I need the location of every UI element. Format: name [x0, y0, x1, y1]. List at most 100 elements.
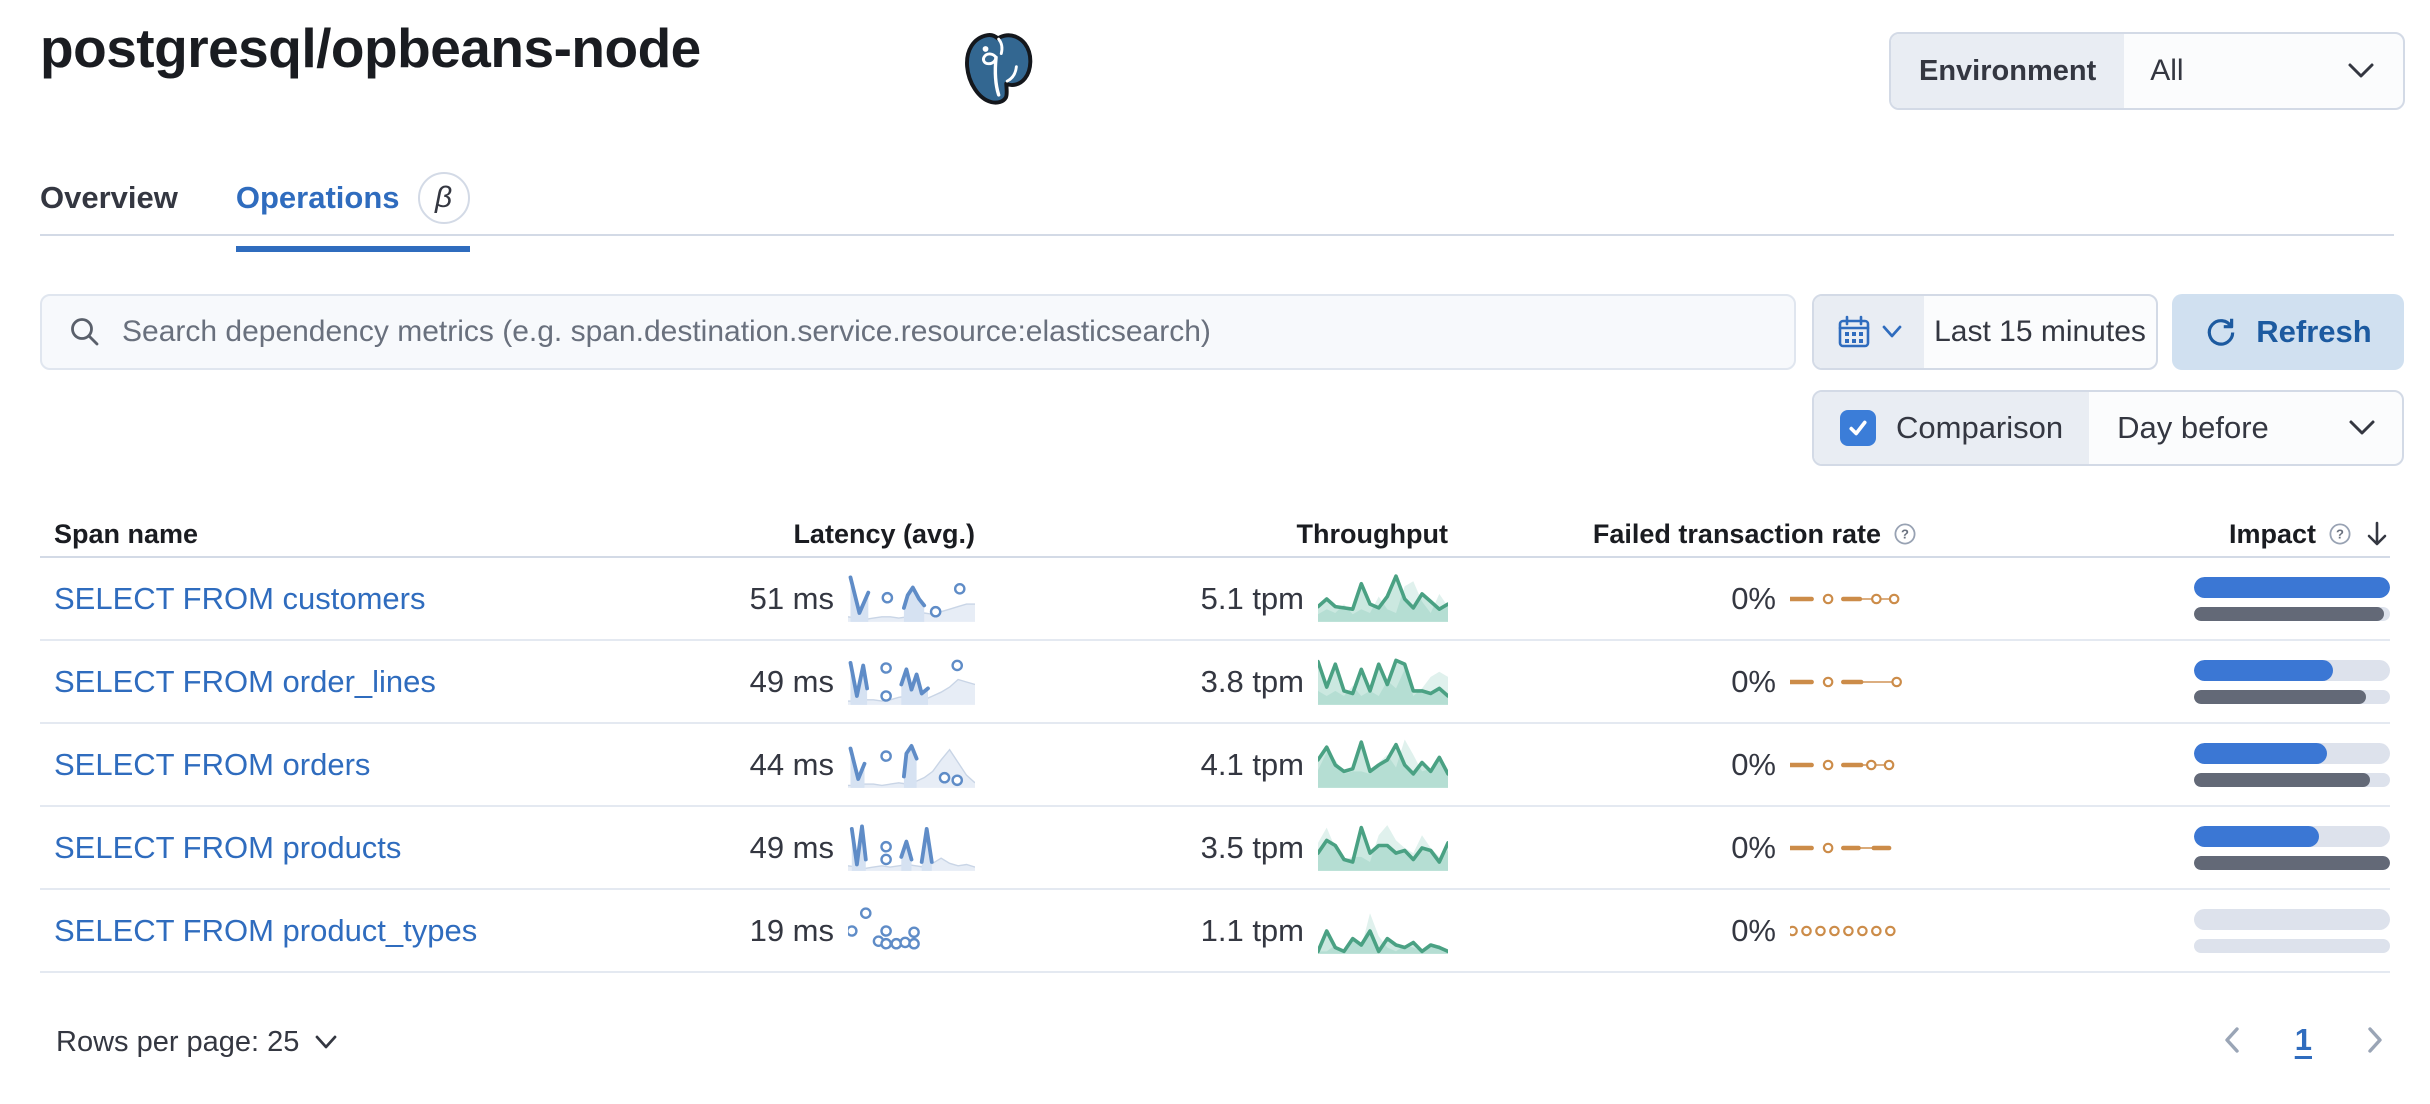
- previous-page-button[interactable]: [2221, 1024, 2243, 1056]
- failed-rate-sparkline: [1790, 925, 1896, 936]
- failed-rate-sparkline: [1790, 676, 1902, 687]
- calendar-icon: [1838, 315, 1870, 348]
- table-row: SELECT FROM orders 44 ms 4.1 tpm 0%: [40, 724, 2390, 807]
- environment-select-value[interactable]: All: [2124, 34, 2403, 108]
- throughput-sparkline: [1318, 824, 1448, 871]
- tab-operations[interactable]: Operations β: [235, 172, 470, 252]
- failed-rate-value: 0%: [1731, 663, 1776, 699]
- impact-bar-previous: [2194, 772, 2390, 787]
- failed-rate-value: 0%: [1731, 580, 1776, 616]
- table-row: SELECT FROM order_lines 49 ms 3.8 tpm 0%: [40, 641, 2390, 724]
- info-icon: ?: [2329, 523, 2351, 545]
- impact-bar-current: [2194, 659, 2390, 681]
- comparison-toggle[interactable]: Comparison: [1814, 392, 2090, 464]
- table-header: Span name Latency (avg.) Throughput Fail…: [40, 512, 2390, 558]
- table-body: SELECT FROM customers 51 ms 5.1 tpm 0% S…: [40, 558, 2390, 973]
- span-name-link[interactable]: SELECT FROM product_types: [54, 912, 478, 948]
- span-name-link[interactable]: SELECT FROM products: [54, 829, 402, 865]
- environment-selected-option: All: [2150, 54, 2184, 87]
- search-icon: [71, 318, 99, 346]
- environment-select-label: Environment: [1891, 34, 2125, 108]
- refresh-button[interactable]: Refresh: [2172, 294, 2404, 370]
- impact-bars: [2194, 576, 2390, 621]
- throughput-value: 3.5 tpm: [1200, 829, 1304, 865]
- date-picker: Last 15 minutes: [1812, 294, 2158, 370]
- svg-text:?: ?: [2336, 527, 2344, 542]
- chevron-down-icon: [1882, 325, 1902, 338]
- tab-overview-label: Overview: [40, 180, 178, 215]
- latency-value: 19 ms: [749, 912, 834, 948]
- table-row: SELECT FROM product_types 19 ms 1.1 tpm …: [40, 890, 2390, 973]
- latency-sparkline: [848, 906, 920, 950]
- latency-sparkline: [848, 824, 975, 871]
- operations-table: Span name Latency (avg.) Throughput Fail…: [40, 512, 2390, 973]
- next-page-button[interactable]: [2364, 1024, 2386, 1056]
- comparison-control: Comparison Day before: [1812, 390, 2404, 466]
- impact-bars: [2194, 659, 2390, 704]
- throughput-sparkline: [1318, 912, 1448, 954]
- tab-operations-label: Operations: [235, 180, 400, 215]
- column-latency[interactable]: Latency (avg.): [793, 518, 975, 549]
- column-span-name[interactable]: Span name: [54, 518, 199, 549]
- comparison-selected-option: Day before: [2117, 410, 2269, 445]
- date-picker-quick-select[interactable]: [1814, 296, 1924, 368]
- chevron-right-icon: [2368, 1027, 2382, 1053]
- chevron-left-icon: [2225, 1027, 2239, 1053]
- impact-bar-current: [2194, 742, 2390, 764]
- time-range-value[interactable]: Last 15 minutes: [1934, 315, 2146, 348]
- environment-select[interactable]: Environment All: [1889, 32, 2405, 110]
- throughput-sparkline: [1318, 658, 1448, 705]
- column-impact[interactable]: Impact ?: [1917, 519, 2390, 550]
- throughput-sparkline: [1318, 573, 1448, 622]
- postgresql-logo-icon: [965, 33, 1033, 105]
- rows-per-page-button[interactable]: Rows per page: 25: [56, 1026, 337, 1059]
- latency-value: 44 ms: [749, 746, 834, 782]
- throughput-value: 4.1 tpm: [1200, 746, 1304, 782]
- table-row: SELECT FROM products 49 ms 3.5 tpm 0%: [40, 807, 2390, 890]
- impact-bars: [2194, 825, 2390, 870]
- search-bar[interactable]: [40, 294, 1796, 370]
- impact-bar-current: [2194, 576, 2390, 598]
- refresh-label: Refresh: [2256, 314, 2372, 349]
- impact-bar-previous: [2194, 606, 2390, 621]
- latency-sparkline: [848, 575, 975, 622]
- chevron-down-icon: [2349, 420, 2375, 435]
- impact-bars: [2194, 742, 2390, 787]
- failed-rate-sparkline: [1790, 593, 1900, 604]
- chevron-down-icon: [316, 1035, 337, 1049]
- failed-rate-value: 0%: [1731, 912, 1776, 948]
- sort-desc-arrow-icon: [2367, 521, 2387, 546]
- failed-rate-value: 0%: [1731, 829, 1776, 865]
- column-failed-rate[interactable]: Failed transaction rate ?: [1448, 519, 1917, 550]
- pagination: 1: [2221, 1022, 2386, 1058]
- search-input[interactable]: [122, 315, 1768, 349]
- latency-sparkline: [848, 743, 975, 788]
- throughput-value: 1.1 tpm: [1200, 912, 1304, 948]
- latency-value: 49 ms: [749, 829, 834, 865]
- throughput-value: 3.8 tpm: [1200, 663, 1304, 699]
- comparison-label: Comparison: [1896, 410, 2064, 445]
- table-row: SELECT FROM customers 51 ms 5.1 tpm 0%: [40, 558, 2390, 641]
- tab-overview[interactable]: Overview: [40, 172, 178, 252]
- span-name-link[interactable]: SELECT FROM orders: [54, 746, 371, 782]
- span-name-link[interactable]: SELECT FROM customers: [54, 580, 426, 616]
- impact-bars: [2194, 908, 2390, 953]
- info-icon: ?: [1894, 523, 1916, 545]
- comparison-checkbox[interactable]: [1840, 410, 1876, 446]
- beta-badge: β: [417, 172, 470, 224]
- failed-rate-sparkline: [1790, 759, 1895, 770]
- failed-rate-sparkline: [1790, 842, 1892, 853]
- refresh-icon: [2208, 318, 2235, 346]
- tabs-divider: [40, 234, 2394, 236]
- svg-text:?: ?: [1901, 527, 1909, 542]
- chevron-down-icon: [2348, 63, 2374, 78]
- page-title: postgresql/opbeans-node: [40, 17, 701, 79]
- column-throughput[interactable]: Throughput: [1296, 518, 1448, 549]
- latency-value: 51 ms: [749, 580, 834, 616]
- span-name-link[interactable]: SELECT FROM order_lines: [54, 663, 436, 699]
- rows-per-page-label: Rows per page: 25: [56, 1026, 300, 1058]
- comparison-select[interactable]: Day before: [2089, 392, 2402, 464]
- impact-bar-previous: [2194, 855, 2390, 870]
- throughput-sparkline: [1318, 739, 1448, 788]
- page-number[interactable]: 1: [2294, 1022, 2312, 1057]
